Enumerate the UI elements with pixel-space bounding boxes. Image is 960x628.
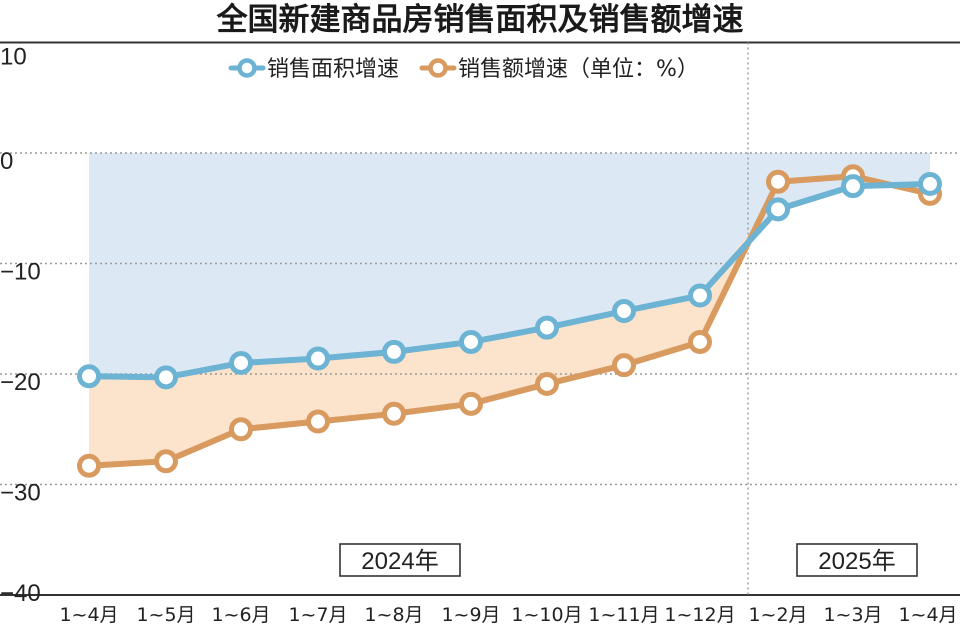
sales-area-point <box>77 364 101 389</box>
x-tick-label: 1~11月 <box>588 604 659 626</box>
y-tick-label: 0 <box>0 148 13 175</box>
x-tick-label: 1~8月 <box>364 604 423 626</box>
sales-amount-point <box>688 329 712 354</box>
sales-area-point <box>459 329 483 354</box>
sales-area-point <box>612 299 636 324</box>
sales-area-line <box>86 180 933 381</box>
sales-amount-point <box>154 449 178 474</box>
sales-amount-point <box>612 353 636 378</box>
sales-area-point <box>688 283 712 308</box>
sales-area-point <box>154 365 178 390</box>
sales-area-point <box>382 339 406 364</box>
sales-amount-point <box>459 391 483 416</box>
y-tick-label: 10 <box>0 44 27 71</box>
legend-label-area: 销售面积增速 <box>267 57 399 82</box>
y-tick-label: −40 <box>0 580 41 607</box>
sales-amount-point <box>382 401 406 426</box>
year-2024-box <box>339 543 461 577</box>
year-2024-label: 2024年 <box>361 548 438 575</box>
legend-label-sales: 销售额增速（单位：%） <box>458 57 699 82</box>
x-tick-label: 1~2月 <box>748 604 807 626</box>
sales-area-point <box>306 346 330 371</box>
sales-amount-point <box>229 417 253 442</box>
legend-sales-marker <box>428 58 448 78</box>
x-tick-label: 1~12月 <box>664 604 735 626</box>
y-tick-label: −30 <box>0 480 41 507</box>
sales-amount-point <box>77 453 101 478</box>
x-tick-label: 1~9月 <box>441 604 500 626</box>
x-tick-label: 1~3月 <box>823 604 882 626</box>
sales-area-point <box>841 174 865 199</box>
sales-amount-line <box>86 173 933 469</box>
area-growth-shade <box>89 153 930 378</box>
x-tick-label: 1~4月 <box>898 604 957 626</box>
x-tick-label: 1~4月 <box>59 604 118 626</box>
sales-area-point <box>229 350 253 375</box>
x-tick-label: 1~10月 <box>511 604 582 626</box>
sales-area-point <box>766 197 790 222</box>
year-2025-label: 2025年 <box>818 548 895 575</box>
sales-amount-point <box>766 169 790 194</box>
y-tick-label: −20 <box>0 369 41 396</box>
x-tick-label: 1~7月 <box>288 604 347 626</box>
sales-amount-point <box>535 371 559 396</box>
legend-area-marker <box>237 58 257 78</box>
sales-amount-point <box>306 409 330 434</box>
sales-area-point <box>535 315 559 340</box>
x-tick-label: 1~5月 <box>136 604 195 626</box>
y-tick-label: −10 <box>0 259 41 286</box>
x-tick-label: 1~6月 <box>211 604 270 626</box>
sales-area-point <box>918 171 942 196</box>
chart-title: 全国新建商品房销售面积及销售额增速 <box>216 2 744 38</box>
year-2025-box <box>796 543 918 577</box>
